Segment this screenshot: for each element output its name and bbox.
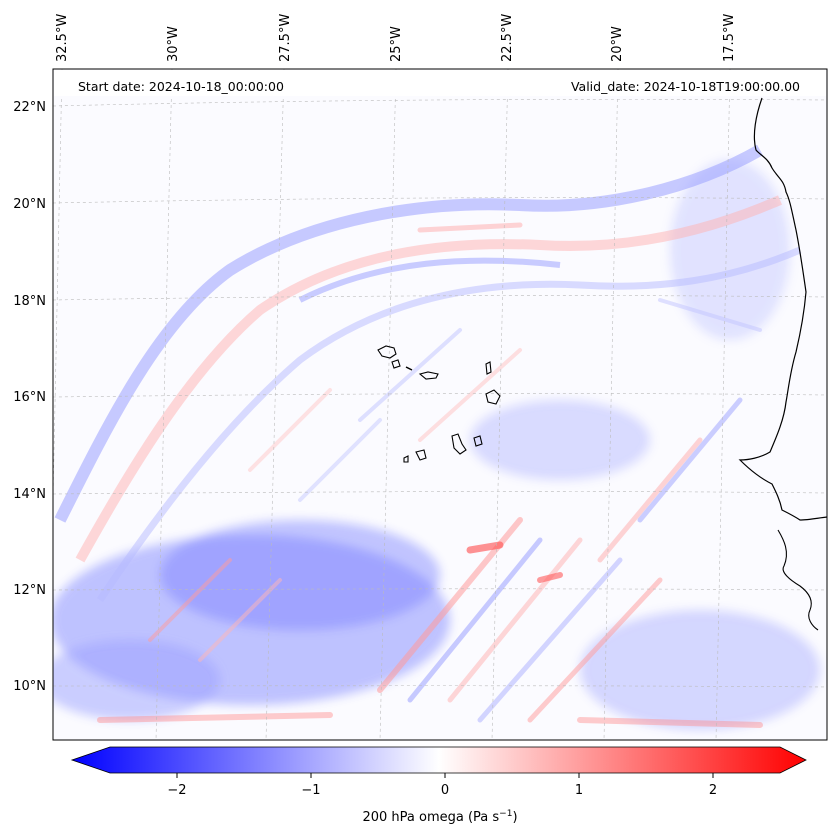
colorbar: −2 −1 0 1 2 200 hPa omega (Pa s−1) — [70, 746, 807, 825]
descent-arc-band — [75, 195, 783, 563]
colorbar-tick-label: −1 — [301, 783, 320, 798]
map-panel: Start date: 2024-10-18_00:00:00 Valid_da… — [52, 68, 828, 741]
island-sao-nicolau — [418, 371, 439, 380]
island-santo-antao — [377, 345, 397, 359]
longitude-label: 30°W — [166, 26, 181, 62]
longitude-label: 17.5°W — [722, 14, 737, 62]
colorbar-ticks: −2 −1 0 1 2 — [167, 773, 717, 798]
graticule — [53, 69, 827, 740]
latitude-label: 18°N — [13, 294, 46, 309]
ascent-arc-band — [54, 144, 763, 523]
ascent-region-core — [160, 520, 440, 630]
latitude-label: 20°N — [13, 197, 46, 212]
longitude-label: 32.5°W — [55, 14, 70, 62]
island-sao-vicente — [391, 359, 401, 369]
latitude-label: 22°N — [13, 100, 46, 115]
cape-verde-islands — [377, 345, 501, 463]
island-sal — [485, 361, 492, 375]
latitude-label: 16°N — [13, 390, 46, 405]
longitude-label: 25°W — [389, 26, 404, 62]
ascent-region-central — [470, 400, 650, 480]
map-frame — [52, 68, 828, 741]
latitude-label: 12°N — [13, 583, 46, 598]
colorbar-tick-label: 2 — [709, 783, 717, 798]
longitude-labels: 32.5°W 30°W 27.5°W 25°W 22.5°W 20°W 17.5°W — [55, 14, 737, 62]
island-brava — [403, 455, 409, 463]
wave-streaks — [97, 222, 763, 728]
ascent-streak-north — [298, 257, 561, 303]
longitude-label: 22.5°W — [500, 14, 515, 62]
latitude-label: 10°N — [13, 679, 46, 694]
start-date-text: Start date: 2024-10-18_00:00:00 — [78, 79, 284, 94]
colorbar-label: 200 hPa omega (Pa s−1) — [362, 809, 517, 825]
longitude-label: 27.5°W — [278, 14, 293, 62]
latitude-labels: 22°N 20°N 18°N 16°N 14°N 12°N 10°N — [13, 100, 46, 694]
island-boa-vista — [485, 389, 501, 405]
guinea-coastline — [777, 529, 819, 631]
island-fogo — [415, 449, 427, 461]
colorbar-tick-label: 1 — [575, 783, 583, 798]
island-santiago — [451, 433, 467, 455]
colorbar-bar — [70, 746, 807, 774]
colorbar-tick-label: 0 — [441, 783, 449, 798]
latitude-label: 14°N — [13, 487, 46, 502]
ascent-arc-band-inner — [97, 246, 802, 602]
island-santa-luzia — [405, 366, 413, 371]
omega-field — [53, 69, 827, 740]
valid-date-text: Valid_date: 2024-10-18T19:00:00.00 — [571, 79, 800, 94]
ascent-region-southeast — [580, 610, 820, 730]
longitude-label: 20°W — [610, 26, 625, 62]
colorbar-tick-label: −2 — [167, 783, 186, 798]
island-maio — [473, 435, 483, 447]
africa-coastline — [738, 97, 827, 521]
ascent-region-west — [53, 640, 220, 720]
date-header — [54, 70, 826, 96]
